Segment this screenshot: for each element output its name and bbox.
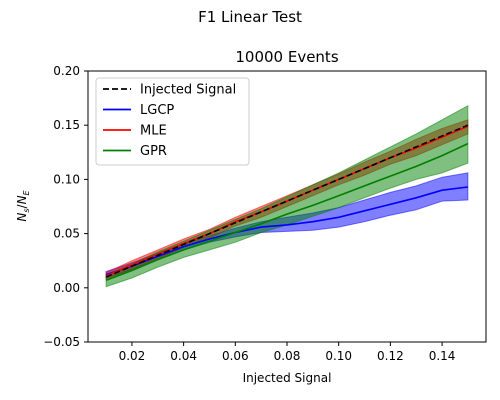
legend-label-injected-signal: Injected Signal: [140, 83, 236, 98]
injected-signal-line: [105, 124, 469, 278]
y-tick-label: 0.05: [53, 227, 80, 241]
y-label-denominator: N: [15, 195, 29, 204]
gpr-line: [105, 142, 469, 281]
x-tick-label: 0.04: [170, 349, 197, 363]
y-axis-label: Ns/NE: [15, 189, 31, 221]
y-tick-label: 0.15: [53, 118, 80, 132]
y-tick-label: 0.00: [53, 281, 80, 295]
y-tick-label: 0.10: [53, 172, 80, 186]
x-axis-label: Injected Signal: [243, 371, 332, 385]
x-axis: 0.02 0.04 0.06 0.08 0.10 0.12 0.14: [119, 342, 456, 363]
y-axis: −0.05 0.00 0.05 0.10 0.15 0.20: [43, 64, 88, 349]
y-tick-label: 0.20: [53, 64, 80, 78]
gpr-band: [105, 104, 469, 288]
legend-box: [95, 77, 250, 166]
x-tick-label: 0.10: [325, 349, 352, 363]
y-label-denominator-sub: E: [22, 189, 31, 195]
y-label-numerator-sub: s: [22, 208, 31, 212]
legend-label-mle: MLE: [140, 124, 167, 139]
x-tick-label: 0.02: [119, 349, 146, 363]
x-tick-label: 0.08: [274, 349, 301, 363]
y-label-slash: /: [15, 203, 29, 208]
y-label-numerator: N: [15, 213, 29, 222]
x-tick-label: 0.14: [429, 349, 456, 363]
x-tick-label: 0.06: [222, 349, 249, 363]
legend-label-lgcp: LGCP: [140, 103, 174, 118]
figure-suptitle: F1 Linear Test: [198, 8, 302, 26]
series-lines: [105, 124, 469, 281]
chart-title: 10000 Events: [235, 48, 338, 66]
y-tick-label: −0.05: [43, 335, 80, 349]
x-tick-label: 0.12: [377, 349, 404, 363]
legend-label-gpr: GPR: [140, 144, 167, 159]
legend: Injected Signal LGCP MLE GPR: [95, 77, 250, 166]
lgcp-line: [105, 186, 468, 276]
